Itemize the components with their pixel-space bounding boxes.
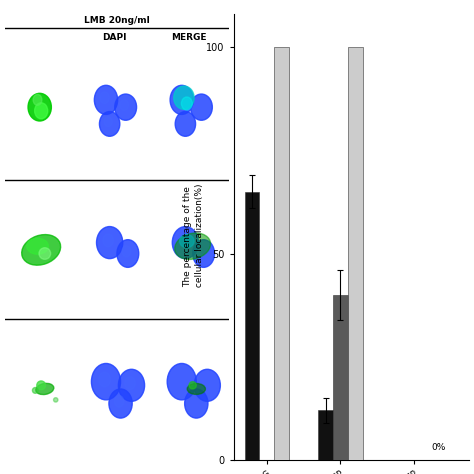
Ellipse shape	[100, 111, 120, 137]
Ellipse shape	[109, 389, 132, 418]
Bar	[319, 410, 333, 460]
Ellipse shape	[27, 238, 48, 254]
Ellipse shape	[100, 92, 109, 103]
Bar	[274, 47, 289, 460]
Ellipse shape	[194, 369, 220, 401]
Circle shape	[54, 398, 58, 402]
Circle shape	[32, 388, 38, 393]
Ellipse shape	[187, 383, 205, 394]
Ellipse shape	[122, 246, 131, 257]
Ellipse shape	[192, 240, 215, 267]
Ellipse shape	[94, 85, 118, 114]
Ellipse shape	[185, 389, 208, 418]
Ellipse shape	[35, 103, 48, 119]
Ellipse shape	[117, 240, 139, 267]
Ellipse shape	[170, 85, 193, 114]
Circle shape	[189, 382, 196, 389]
Ellipse shape	[91, 364, 120, 400]
Text: LMB 20ng/ml: LMB 20ng/ml	[84, 16, 150, 25]
Text: 0%: 0%	[432, 443, 446, 452]
Bar	[348, 47, 363, 460]
Bar	[333, 295, 348, 460]
Circle shape	[39, 248, 51, 259]
Ellipse shape	[167, 364, 196, 400]
Ellipse shape	[28, 93, 51, 121]
Text: DAPI: DAPI	[102, 33, 127, 42]
Ellipse shape	[36, 383, 54, 394]
Ellipse shape	[125, 377, 135, 390]
Ellipse shape	[118, 369, 145, 401]
Ellipse shape	[175, 111, 196, 137]
Circle shape	[37, 381, 46, 390]
Ellipse shape	[172, 227, 199, 259]
Ellipse shape	[22, 235, 61, 265]
Ellipse shape	[99, 372, 110, 387]
Ellipse shape	[120, 100, 128, 110]
Ellipse shape	[174, 86, 194, 109]
Bar	[245, 191, 259, 460]
Ellipse shape	[33, 94, 42, 105]
Ellipse shape	[115, 94, 137, 120]
Ellipse shape	[191, 94, 212, 120]
Ellipse shape	[114, 395, 124, 407]
Ellipse shape	[175, 233, 210, 259]
Ellipse shape	[104, 117, 112, 127]
Text: MERGE: MERGE	[171, 33, 207, 42]
Ellipse shape	[97, 227, 123, 259]
Y-axis label: The percentage of the
 cellular localization(%): The percentage of the cellular localizat…	[182, 184, 203, 290]
Ellipse shape	[180, 235, 194, 248]
Ellipse shape	[103, 234, 113, 247]
Ellipse shape	[182, 97, 192, 110]
